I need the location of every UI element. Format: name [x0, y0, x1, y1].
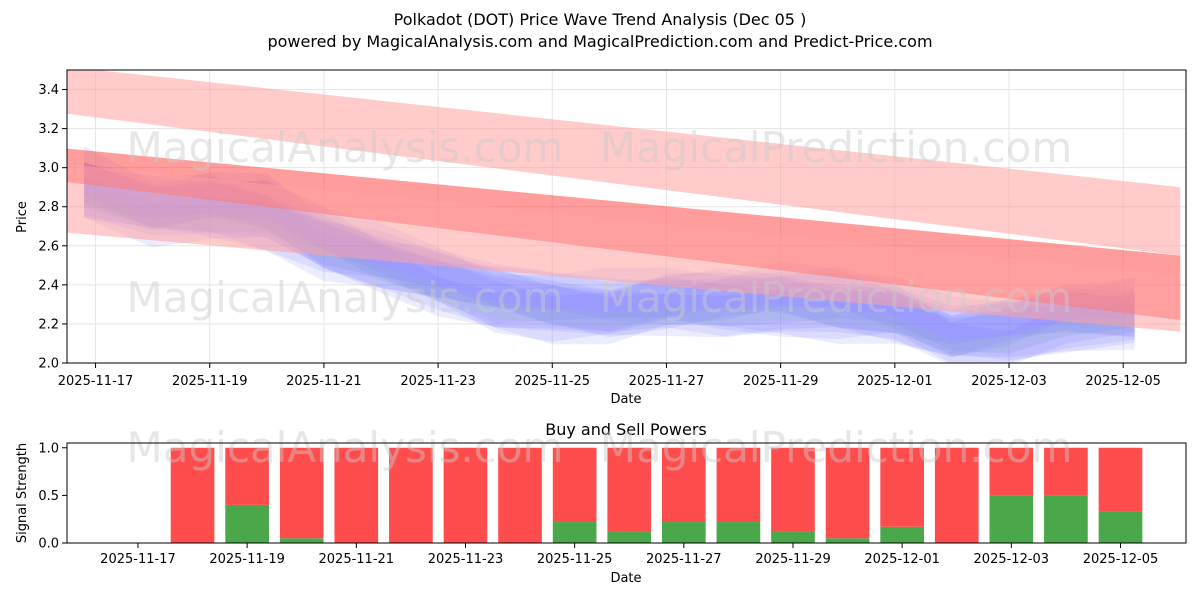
chart-title: Polkadot (DOT) Price Wave Trend Analysis… [394, 10, 807, 29]
watermark-text: MagicalPrediction.com [600, 123, 1073, 172]
sell-bar [1098, 447, 1143, 512]
price-wave-band [84, 162, 1135, 363]
buy-bar [279, 538, 324, 543]
sell-bar [880, 447, 924, 527]
sell-bar [989, 447, 1034, 496]
x-tick-label: 2025-11-29 [755, 552, 831, 567]
x-tick-label: 2025-12-03 [974, 552, 1050, 567]
sell-bar [498, 447, 542, 543]
buy-bar [1044, 495, 1088, 543]
x-tick-label: 2025-12-05 [1085, 374, 1161, 389]
buy-bar [661, 522, 706, 543]
price-wave-band [84, 178, 1135, 358]
trend-band [67, 70, 1181, 256]
sell-bar [225, 447, 269, 505]
price-wave-band [84, 163, 1135, 358]
x-tick-label: 2025-11-27 [629, 374, 705, 389]
sell-bar [1044, 447, 1088, 496]
buy-bar [1098, 511, 1143, 543]
sell-bar [443, 447, 488, 543]
x-tick-label: 2025-11-29 [743, 374, 819, 389]
price-y-axis-label: Price [15, 201, 30, 233]
price-wave-band [84, 177, 1135, 363]
y-tick-label: 2.8 [38, 200, 59, 215]
trend-band [67, 164, 1181, 332]
x-tick-label: 2025-12-01 [864, 552, 940, 567]
signal-y-axis-label: Signal Strength [15, 443, 30, 543]
y-tick-label: 0.5 [38, 489, 59, 504]
x-tick-label: 2025-11-17 [100, 552, 176, 567]
y-tick-label: 0.0 [38, 537, 59, 552]
watermark-text: MagicalAnalysis.com [127, 123, 564, 172]
watermark-text: MagicalPrediction.com [600, 273, 1073, 322]
sell-bar [170, 447, 215, 543]
x-tick-label: 2025-11-23 [400, 374, 476, 389]
sell-bar [716, 447, 761, 523]
watermark-layer: MagicalAnalysis.com MagicalPrediction.co… [127, 423, 1073, 472]
sell-bar [279, 447, 324, 539]
sell-bar [934, 447, 979, 543]
sell-bar [771, 447, 815, 532]
x-tick-label: 2025-11-17 [58, 374, 134, 389]
watermark-layer: MagicalAnalysis.com MagicalPrediction.co… [127, 123, 1073, 322]
y-tick-label: 3.2 [38, 122, 59, 137]
x-tick-label: 2025-11-19 [172, 374, 248, 389]
sell-bar [607, 447, 652, 532]
buy-bar [989, 495, 1034, 543]
buy-bar [825, 538, 870, 543]
y-tick-label: 1.0 [38, 441, 59, 456]
signal-axes-frame [66, 442, 1187, 544]
signal-x-axis: 2025-11-17 2025-11-19 2025-11-21 2025-11-23… [100, 543, 1158, 567]
x-tick-label: 2025-11-19 [209, 552, 285, 567]
sell-bar [825, 447, 870, 539]
watermark-text: MagicalAnalysis.com [127, 423, 564, 472]
y-tick-label: 2.0 [38, 357, 59, 372]
y-tick-label: 3.0 [38, 161, 59, 176]
price-wave-band [84, 161, 1135, 358]
signal-plot-area [170, 447, 1143, 543]
buy-bar [716, 522, 761, 543]
price-axes-frame [66, 69, 1187, 364]
x-tick-label: 2025-11-25 [514, 374, 590, 389]
signal-y-axis: 0.0 0.5 1.0 [38, 441, 67, 552]
signal-panel: Buy and Sell Powers MagicalAnalysis.com … [15, 420, 1187, 586]
x-tick-label: 2025-11-21 [319, 552, 395, 567]
y-tick-label: 2.6 [38, 239, 59, 254]
buy-bar [771, 531, 815, 543]
sell-bar [334, 447, 379, 543]
price-plot-area [67, 70, 1181, 363]
signal-panel-title: Buy and Sell Powers [545, 420, 707, 439]
price-x-axis-label: Date [610, 392, 641, 407]
sell-bar [552, 447, 597, 523]
x-tick-label: 2025-11-23 [428, 552, 504, 567]
price-y-axis: 2.0 2.2 2.4 2.6 2.8 3.0 3.2 3.4 [38, 83, 67, 372]
price-panel: MagicalAnalysis.com MagicalPrediction.co… [15, 69, 1187, 407]
buy-bar [225, 504, 269, 543]
x-tick-label: 2025-12-05 [1083, 552, 1159, 567]
x-tick-label: 2025-12-01 [857, 374, 933, 389]
price-wave-band-green [84, 191, 1135, 356]
chart-subtitle: powered by MagicalAnalysis.com and Magic… [267, 32, 932, 51]
buy-bar [607, 531, 652, 543]
buy-bar [552, 522, 597, 543]
price-wave-band [84, 162, 1135, 361]
price-x-axis: 2025-11-17 2025-11-19 2025-11-21 2025-11-23… [58, 363, 1161, 389]
watermark-text: MagicalAnalysis.com [127, 273, 564, 322]
watermark-text: MagicalPrediction.com [600, 423, 1073, 472]
sell-bar [661, 447, 706, 523]
x-tick-label: 2025-11-21 [286, 374, 362, 389]
signal-x-axis-label: Date [610, 571, 641, 586]
sell-bar [389, 447, 433, 543]
y-tick-label: 2.2 [38, 317, 59, 332]
y-tick-label: 3.4 [38, 83, 59, 98]
y-tick-label: 2.4 [38, 278, 59, 293]
buy-bar [880, 526, 924, 543]
x-tick-label: 2025-11-25 [537, 552, 613, 567]
x-tick-label: 2025-12-03 [971, 374, 1047, 389]
x-tick-label: 2025-11-27 [646, 552, 722, 567]
